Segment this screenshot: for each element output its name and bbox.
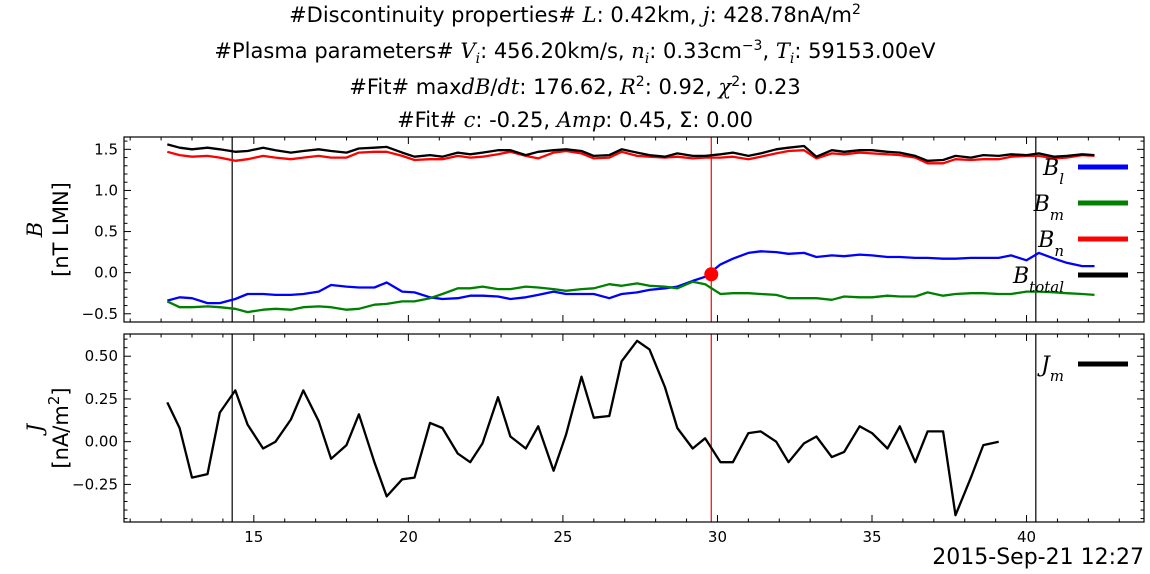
legend-label: Bn: [1037, 228, 1064, 260]
y-tick-label: 1.0: [94, 181, 118, 199]
axes-frame: [123, 333, 1145, 523]
y-axis-label: B: [23, 222, 47, 238]
legend-label: Jm: [1037, 353, 1064, 385]
series-line: [166, 280, 1095, 314]
x-tick-label: 35: [862, 528, 881, 546]
y-tick-label: 0.00: [85, 433, 118, 451]
x-tick-label: 15: [244, 528, 263, 546]
series-line: [167, 250, 1095, 305]
fit-center-marker: [704, 267, 719, 282]
series-line: [166, 339, 999, 517]
timestamp: 2015-Sep-21 12:27: [932, 545, 1144, 570]
y-tick-label: 0.25: [85, 390, 118, 408]
series-line: [167, 149, 1095, 165]
y-tick-label: 1.5: [94, 140, 118, 158]
x-tick-label: 20: [399, 528, 418, 546]
y-tick-label: 0.50: [85, 347, 118, 365]
y-tick-label: −0.25: [72, 475, 118, 493]
title-line-3: #Fit# maxdB/dt: 176.62, R2: 0.92, χ2: 0.…: [349, 74, 801, 99]
x-tick-label: 25: [553, 528, 572, 546]
legend-label: Bm: [1033, 192, 1064, 224]
y-axis-label: [nA/m2]: [45, 387, 73, 468]
y-tick-label: −0.5: [82, 305, 118, 323]
title-line-1: #Discontinuity properties# L: 0.42km, j:…: [289, 2, 861, 27]
y-tick-label: 0.0: [94, 264, 118, 282]
title-line-2: #Plasma parameters# Vi: 456.20km/s, ni: …: [214, 38, 936, 68]
current-density-panel: 15 20 25 30 35 40 −0.25 0.00 0.25 0.50 J [nA/m2] Jm: [23, 333, 1145, 546]
y-tick-label: 0.5: [94, 223, 118, 241]
y-axis-label: J: [23, 422, 47, 436]
y-axis-label: [nT LMN]: [49, 182, 73, 277]
b-field-panel: −0.5 0.0 0.5 1.0 1.5 B [nT LMN] Bl Bm Bn Btotal: [23, 136, 1145, 323]
legend-label: Btotal: [1012, 264, 1064, 296]
axes-frame: [123, 136, 1145, 323]
title-line-4: #Fit# c: -0.25, Amp: 0.45, Σ: 0.00: [397, 108, 753, 132]
x-tick-label: 40: [1017, 528, 1036, 546]
x-tick-label: 30: [708, 528, 727, 546]
series-line: [167, 143, 1095, 162]
legend-label: Bl: [1042, 156, 1064, 188]
